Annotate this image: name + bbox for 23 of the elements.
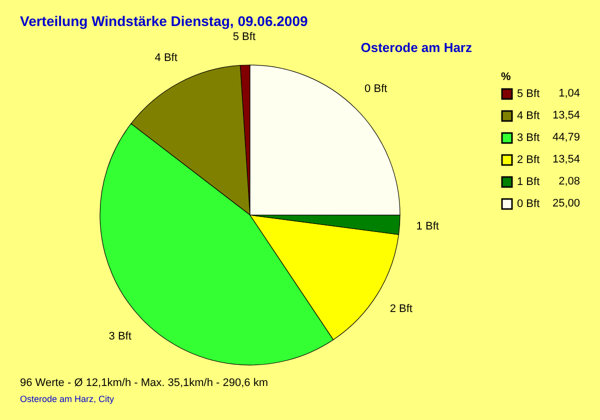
slice-label: 3 Bft — [108, 330, 132, 343]
legend-label: 1 Bft — [517, 176, 540, 188]
legend-label: 3 Bft — [517, 132, 540, 144]
text: Osterode am Harz, City — [20, 394, 115, 404]
data-label: 25,00 — [552, 198, 580, 210]
data-label: 13,54 — [552, 110, 580, 122]
slice-label: 2 Bft — [390, 302, 412, 315]
slice-label: 1 Bft — [416, 220, 439, 233]
chart-title: Verteilung Windstärke Dienstag, 09.06.2009 — [20, 13, 308, 29]
data-label: 1,04 — [558, 88, 580, 100]
slice-label: 0 Bft — [364, 83, 388, 96]
text: 96 Werte - Ø 12,1km/h - Max. 35,1km/h - 290,6 km — [20, 377, 268, 389]
data-label: 2,08 — [558, 176, 580, 188]
legend-label: 0 Bft — [517, 198, 540, 210]
data-label: 13,54 — [552, 154, 580, 166]
legend-label: 5 Bft — [517, 88, 540, 100]
legend-label: 2 Bft — [517, 154, 540, 166]
slice-label: 4 Bft — [154, 52, 178, 64]
text: Osterode am Harz — [360, 40, 472, 55]
slice-label: 5 Bft — [232, 31, 256, 44]
data-label: 44,79 — [552, 132, 580, 144]
legend-label: 4 Bft — [517, 110, 540, 122]
legend-title: % — [501, 71, 511, 83]
